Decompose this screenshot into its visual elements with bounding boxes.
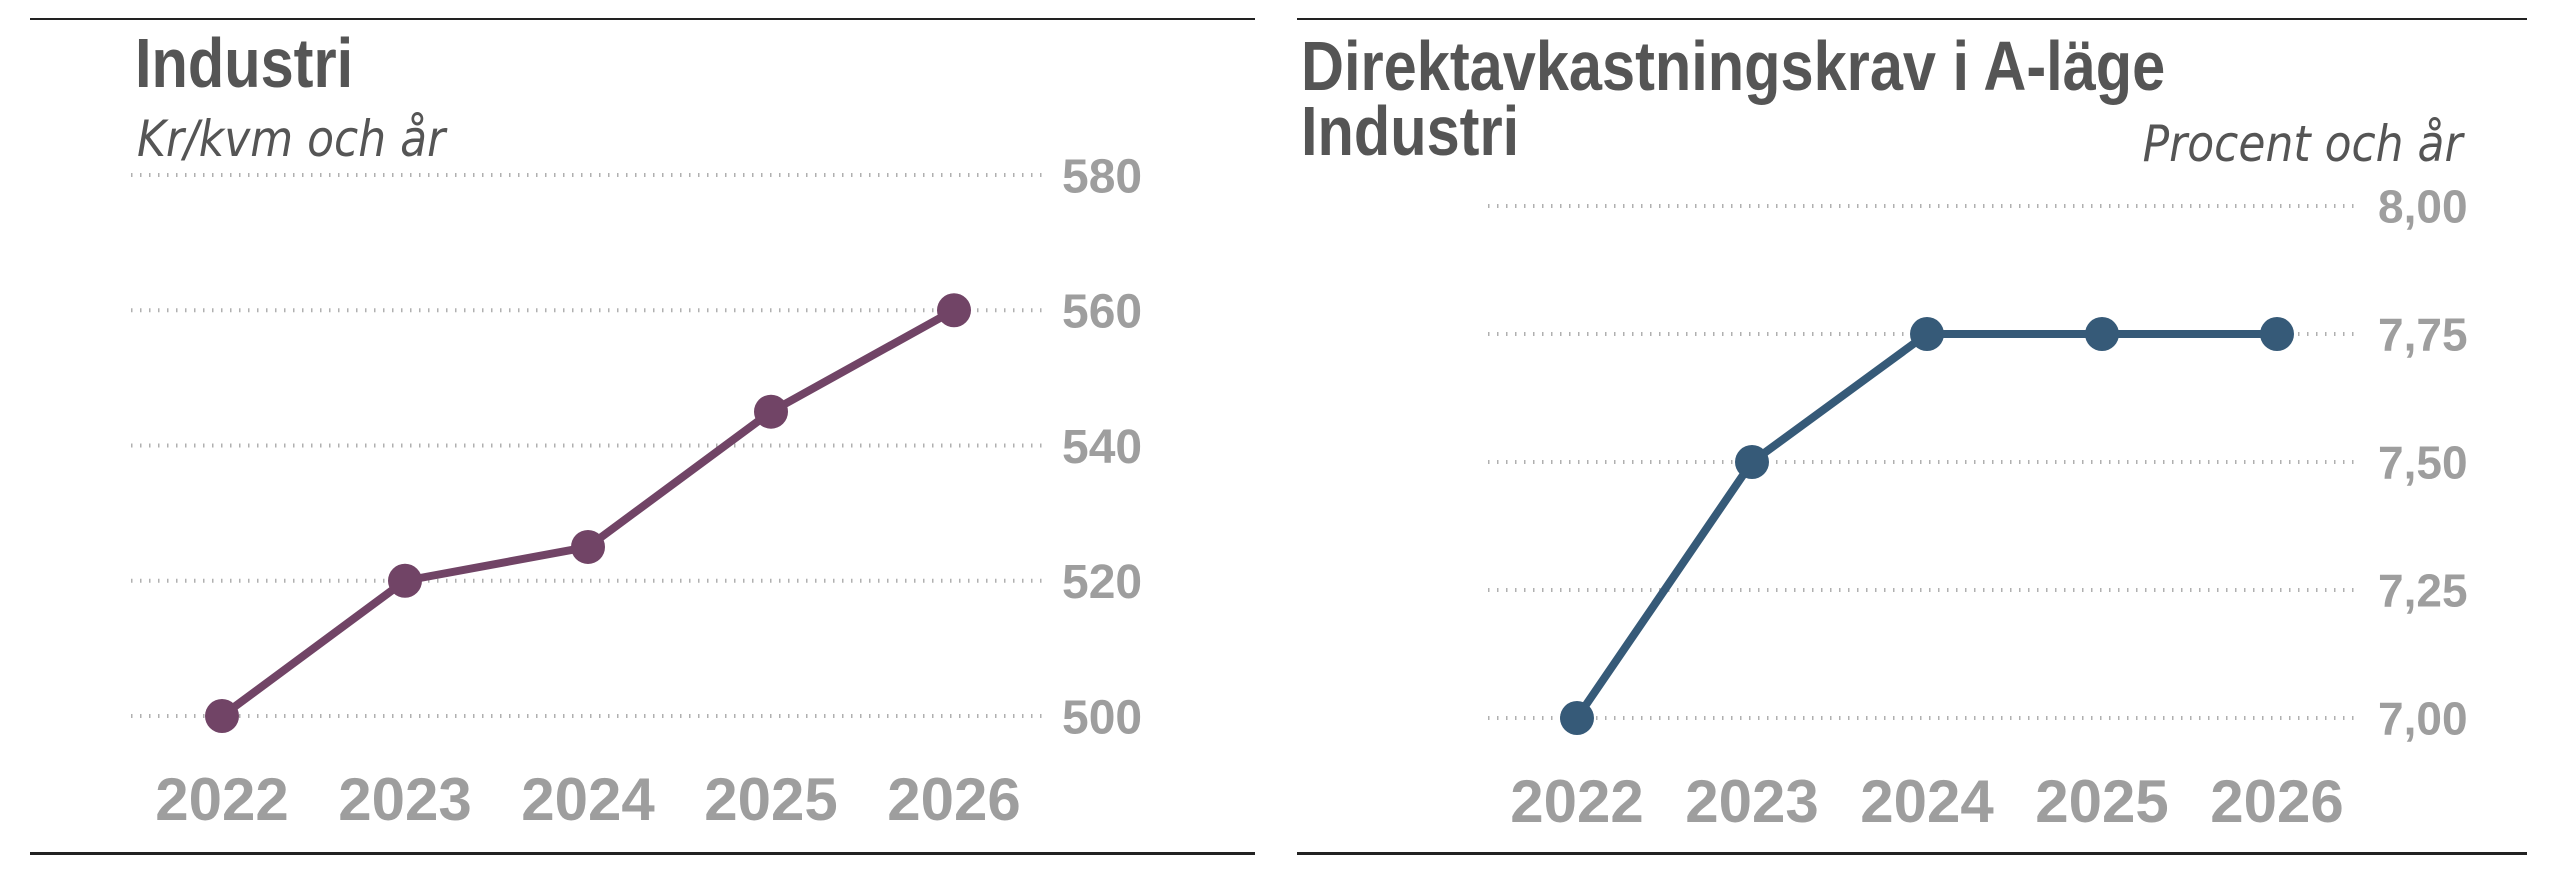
yield-line-chart: 8,00 7,75 7,50 7,25 7,00 2022 2023 2024 2025 2026 xyxy=(1488,181,2468,835)
chart-subtitle: Procent och år xyxy=(2143,115,2463,173)
chart-title: Industri xyxy=(135,24,354,102)
y-tick-label: 7,00 xyxy=(2378,693,2468,745)
gridlines xyxy=(131,173,1046,718)
y-tick-label: 7,25 xyxy=(2378,565,2468,617)
x-tick-label: 2025 xyxy=(2035,768,2168,835)
x-tick-label: 2026 xyxy=(887,766,1020,833)
data-point-2024 xyxy=(1910,317,1944,351)
y-tick-label: 520 xyxy=(1062,556,1142,609)
x-tick-label: 2022 xyxy=(155,766,288,833)
x-tick-label: 2026 xyxy=(2210,768,2343,835)
x-tick-label: 2024 xyxy=(1860,768,1994,835)
y-tick-label: 500 xyxy=(1062,691,1142,744)
x-tick-labels: 2022 2023 2024 2025 2026 xyxy=(1510,768,2343,835)
x-tick-labels: 2022 2023 2024 2025 2026 xyxy=(155,766,1020,833)
gridlines xyxy=(1488,204,2360,720)
y-tick-labels: 8,00 7,75 7,50 7,25 7,00 xyxy=(2378,181,2468,745)
rent-line-chart: 580 560 540 520 500 2022 2023 2024 2025 2026 xyxy=(131,150,1142,833)
rent-chart-panel: Industri Kr/kvm och år xyxy=(30,18,1255,855)
yield-chart-panel: Direktavkastningskrav i A-läge Industri … xyxy=(1280,0,2560,870)
data-point-2025 xyxy=(754,394,788,429)
y-tick-label: 7,50 xyxy=(2378,437,2468,489)
data-point-2023 xyxy=(388,563,422,598)
chart-subtitle: Kr/kvm och år xyxy=(137,110,446,168)
y-tick-label: 8,00 xyxy=(2378,181,2468,233)
series-line xyxy=(1573,330,2281,722)
data-point-2025 xyxy=(2085,317,2119,351)
x-tick-label: 2025 xyxy=(704,766,837,833)
data-point-2026 xyxy=(937,293,971,328)
data-point-2023 xyxy=(1735,445,1769,479)
y-tick-label: 580 xyxy=(1062,150,1142,203)
series-0 xyxy=(205,293,971,733)
bottom-rule xyxy=(1297,852,2527,855)
y-tick-label: 560 xyxy=(1062,286,1142,339)
x-tick-label: 2024 xyxy=(521,766,655,833)
data-point-2024 xyxy=(571,529,605,564)
series-line xyxy=(218,306,958,720)
x-tick-label: 2022 xyxy=(1510,768,1643,835)
data-point-2026 xyxy=(2260,317,2294,351)
data-point-2022 xyxy=(205,699,239,733)
bottom-rule xyxy=(30,852,1255,855)
x-tick-label: 2023 xyxy=(338,766,471,833)
top-rule xyxy=(30,18,1255,20)
top-rule xyxy=(1297,18,2527,20)
y-tick-labels: 580 560 540 520 500 xyxy=(1062,150,1142,744)
x-tick-label: 2023 xyxy=(1685,768,1818,835)
data-point-2022 xyxy=(1560,701,1594,735)
chart-title-line2: Industri xyxy=(1301,92,1520,170)
y-tick-label: 7,75 xyxy=(2378,309,2468,361)
series-0 xyxy=(1560,317,2294,735)
y-tick-label: 540 xyxy=(1062,421,1142,474)
chart-title: Direktavkastningskrav i A-läge xyxy=(1301,27,2166,105)
